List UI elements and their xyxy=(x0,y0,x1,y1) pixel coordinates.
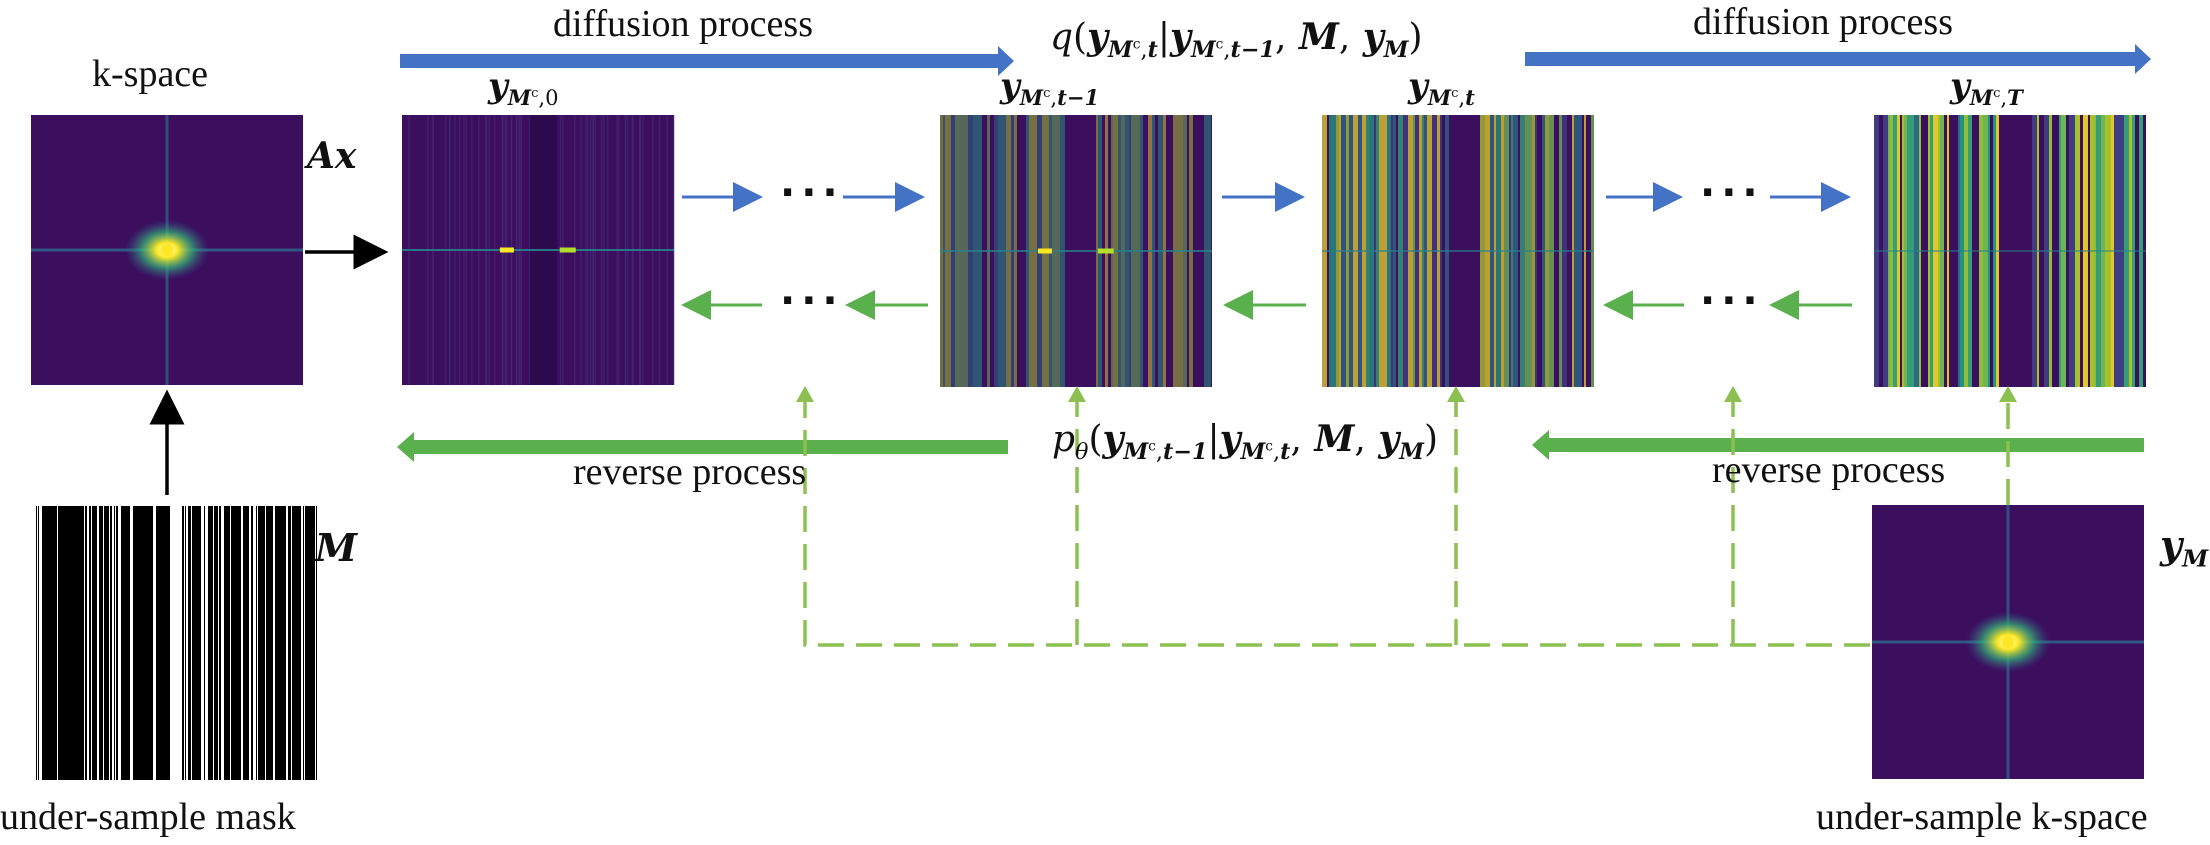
y-mc-T-image xyxy=(1874,115,2146,387)
diffusion-process-label-right: diffusion process xyxy=(1693,1,1953,43)
mask-left-image xyxy=(33,506,170,780)
reverse-transition-formula: pθ(yMc,t−1|yMc,t, M, yM) xyxy=(1052,418,1438,466)
undersample-kspace-label: under-sample k-space xyxy=(1816,796,2148,838)
undersample-mask-label: under-sample mask xyxy=(0,796,296,838)
y-mc-t-image xyxy=(1322,115,1594,387)
y-m-kspace-image xyxy=(1872,505,2144,779)
reverse-process-label-left: reverse process xyxy=(573,451,807,493)
y-mc-0-label: yMc,0 xyxy=(488,66,559,110)
y-mc-0-image xyxy=(402,115,675,385)
forward-ellipsis-left: ··· xyxy=(780,170,844,216)
mask-right-image xyxy=(180,506,317,780)
diffusion-process-label-left: diffusion process xyxy=(553,3,813,45)
reverse-arrow-right xyxy=(1532,430,2144,460)
reverse-ellipsis-right: ··· xyxy=(1700,278,1764,324)
y-mc-t-minus-1-label: yMc,t−1 xyxy=(1000,66,1100,110)
y-mc-T-label: yMc,T xyxy=(1950,66,2023,110)
y-m-label: yM xyxy=(2160,522,2209,573)
forward-ellipsis-right: ··· xyxy=(1700,170,1764,216)
conditioning-dashed-arrows xyxy=(803,400,2010,647)
diffusion-arrow-left xyxy=(400,46,1014,76)
reverse-ellipsis-left: ··· xyxy=(780,278,844,324)
y-mc-t-label: yMc,t xyxy=(1408,66,1475,110)
m-label: M xyxy=(315,525,358,570)
ax-label: Ax xyxy=(307,135,357,177)
kspace-image xyxy=(31,115,303,385)
kspace-label: k-space xyxy=(92,53,209,95)
y-mc-t-minus-1-image xyxy=(940,115,1212,387)
forward-transition-formula: q(yMc,t|yMc,t−1, M, yM) xyxy=(1050,16,1423,64)
reverse-arrow-left xyxy=(397,432,1008,462)
reverse-process-label-right: reverse process xyxy=(1712,449,1946,491)
conditioning-arrowheads xyxy=(796,386,2017,402)
diffusion-arrow-right xyxy=(1525,44,2151,74)
